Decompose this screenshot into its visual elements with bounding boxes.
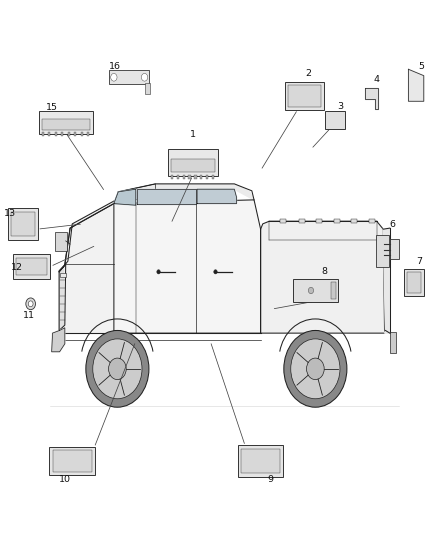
Bar [188,175,191,179]
Bar [67,132,70,136]
Polygon shape [383,228,390,333]
Bar [60,273,66,277]
Text: 4: 4 [374,76,380,84]
Polygon shape [408,69,424,101]
Bar [241,449,280,473]
Circle shape [93,339,142,399]
Bar [74,132,76,136]
Polygon shape [137,189,196,204]
Text: 9: 9 [268,475,274,484]
FancyBboxPatch shape [39,111,93,134]
Bar [81,132,83,136]
Text: 1: 1 [190,130,196,139]
Polygon shape [65,204,114,333]
Text: 7: 7 [417,257,423,265]
Polygon shape [365,88,378,109]
Circle shape [26,298,35,310]
Bar [390,332,396,353]
Bar [194,175,197,179]
Bar [55,132,57,136]
Bar [334,219,340,223]
FancyBboxPatch shape [55,232,67,251]
Polygon shape [52,328,65,352]
Circle shape [308,287,314,294]
Bar [145,83,150,94]
Circle shape [141,74,148,81]
Circle shape [111,74,117,81]
Text: 10: 10 [59,475,71,484]
Bar [171,175,173,179]
Bar [53,450,92,472]
FancyBboxPatch shape [49,447,95,475]
Circle shape [291,339,340,399]
Bar [206,175,208,179]
Polygon shape [114,200,261,333]
Polygon shape [59,200,116,272]
Text: 11: 11 [22,311,35,320]
Bar [331,282,336,299]
Bar [280,219,286,223]
Text: 12: 12 [11,263,23,272]
FancyBboxPatch shape [7,208,38,240]
Bar [177,175,179,179]
Bar [351,219,357,223]
Polygon shape [114,184,155,204]
Bar [42,119,90,130]
Bar [407,272,421,293]
Bar [61,132,64,136]
FancyBboxPatch shape [404,269,424,296]
FancyBboxPatch shape [238,446,283,477]
FancyBboxPatch shape [285,82,324,110]
Circle shape [214,270,217,274]
Text: 3: 3 [338,102,344,111]
FancyBboxPatch shape [109,70,149,84]
Polygon shape [114,189,136,205]
Bar [16,258,47,275]
Text: 2: 2 [306,69,312,78]
Bar [376,235,389,266]
Text: 16: 16 [109,62,121,71]
Bar [200,175,202,179]
Bar [389,239,399,259]
Bar [316,219,322,223]
Bar [288,85,321,107]
Bar [212,175,214,179]
Bar [42,132,44,136]
Bar [369,219,375,223]
Bar [183,175,185,179]
Circle shape [307,358,324,379]
FancyBboxPatch shape [168,149,218,176]
Text: 5: 5 [419,62,425,71]
Text: 6: 6 [389,221,395,229]
Circle shape [157,270,160,274]
Bar [11,212,35,236]
FancyBboxPatch shape [325,111,345,129]
FancyBboxPatch shape [13,254,50,279]
Bar [171,159,215,172]
Polygon shape [261,221,385,333]
Circle shape [86,330,149,407]
Circle shape [28,301,33,307]
Polygon shape [197,189,237,204]
Bar [48,132,50,136]
Text: 13: 13 [4,209,16,217]
Circle shape [284,330,347,407]
Bar [87,132,89,136]
Polygon shape [118,184,254,200]
FancyBboxPatch shape [293,279,338,302]
Polygon shape [59,264,66,330]
Text: 15: 15 [46,103,58,112]
Circle shape [109,358,126,379]
Text: 8: 8 [321,268,327,276]
Bar [299,219,305,223]
